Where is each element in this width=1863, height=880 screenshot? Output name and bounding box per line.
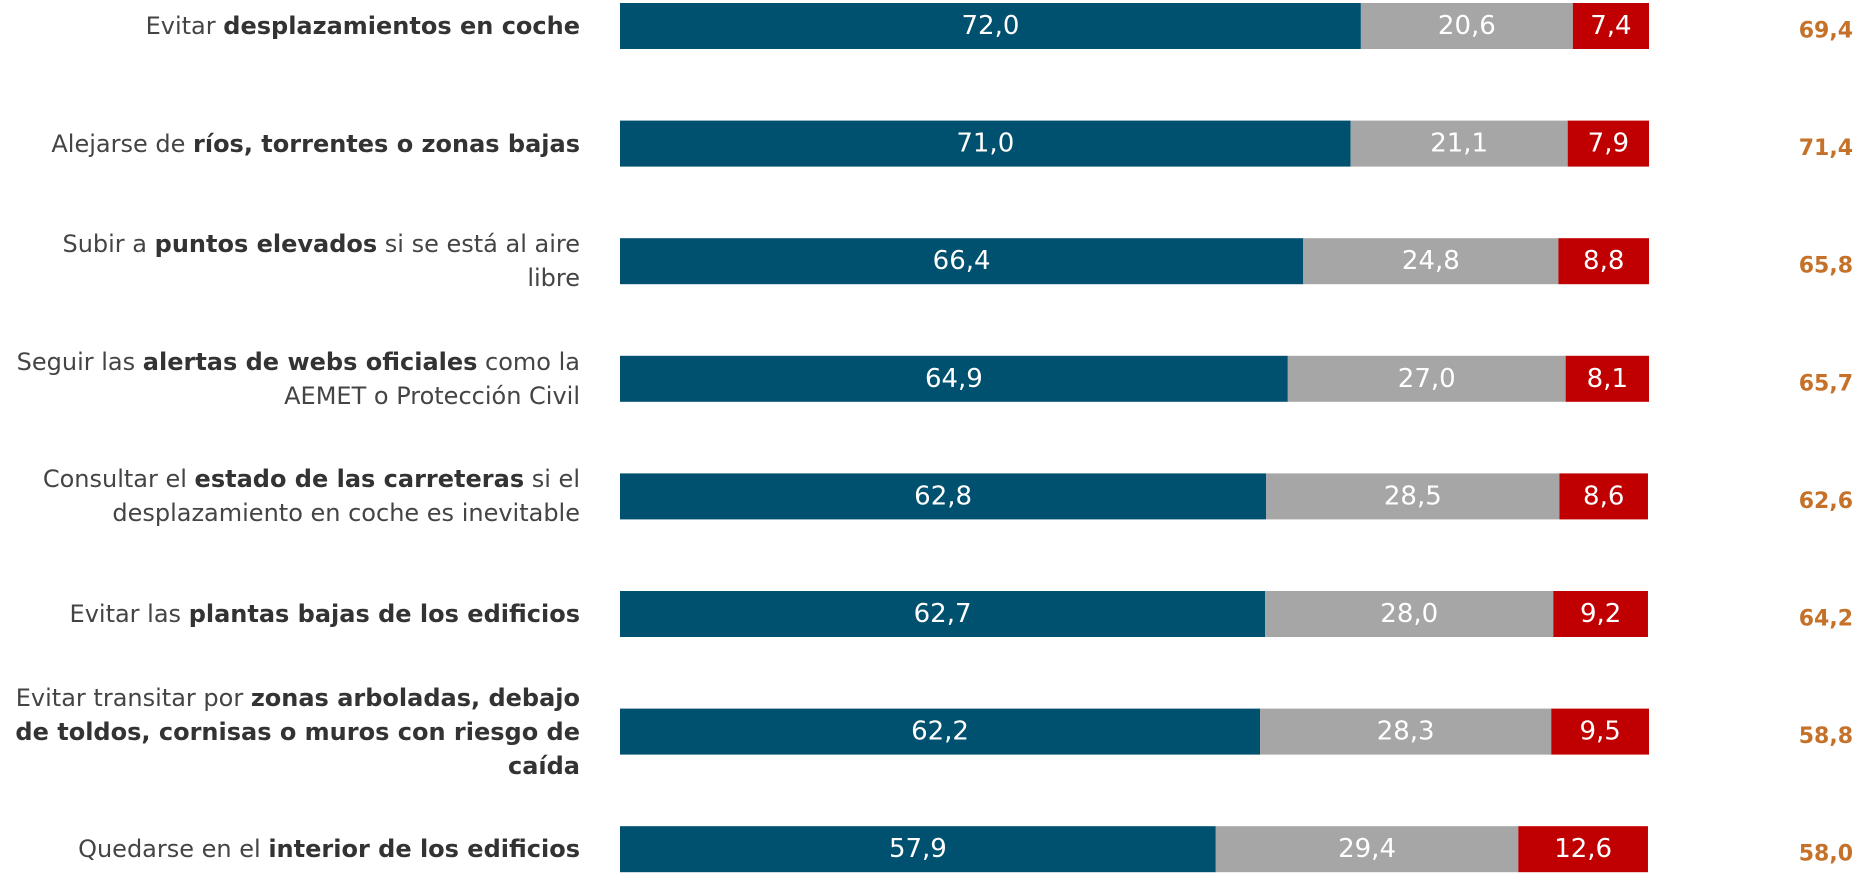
category-label: Consultar el estado de las carreteras si… <box>8 441 580 551</box>
category-part: Quedarse en el <box>78 835 269 864</box>
value-label: 62,7 <box>914 599 972 629</box>
category-part: Seguir las <box>16 347 143 376</box>
bar-segment <box>620 3 1361 49</box>
category-part: si el desplazamiento en coche es inevita… <box>112 465 580 528</box>
bar-segment <box>1551 708 1649 755</box>
bar-segment <box>1572 3 1649 49</box>
bar-segment <box>1215 826 1519 873</box>
category-bold: zonas arboladas, debajo de toldos, corni… <box>15 683 580 780</box>
category-part: Subir a <box>62 230 155 259</box>
value-label: 7,4 <box>1590 11 1631 41</box>
value-label: 29,4 <box>1338 834 1396 864</box>
category-part: Alejarse de <box>51 129 193 158</box>
category-label: Evitar desplazamientos en coche <box>8 0 580 81</box>
value-label: 9,2 <box>1580 599 1621 629</box>
value-label: 8,1 <box>1587 364 1628 394</box>
bar-segment <box>1565 355 1649 402</box>
value-label: 28,0 <box>1380 599 1438 629</box>
value-label: 27,0 <box>1398 364 1456 394</box>
value-label: 72,0 <box>961 11 1019 41</box>
bar-segment <box>1553 591 1648 637</box>
value-label: 28,5 <box>1384 481 1442 511</box>
category-label: Alejarse de ríos, torrentes o zonas baja… <box>8 89 580 199</box>
bar-segment <box>620 826 1216 873</box>
comparison-value: 58,0 <box>1799 842 1853 867</box>
bar-segment <box>620 355 1288 402</box>
category-label: Quedarse en el interior de los edificios <box>8 794 580 880</box>
bar-segment <box>620 591 1266 637</box>
bar-segment <box>1265 591 1554 637</box>
value-label: 24,8 <box>1402 246 1460 276</box>
value-label: 66,4 <box>933 246 991 276</box>
value-label: 21,1 <box>1430 129 1488 159</box>
category-label: Seguir las alertas de webs oficiales com… <box>8 324 580 434</box>
bar-segment <box>620 708 1261 755</box>
category-text: Quedarse en el interior de los edificios <box>8 832 580 866</box>
bar-segment <box>1266 473 1560 520</box>
value-label: 8,8 <box>1583 246 1624 276</box>
bar-segment <box>1287 355 1566 402</box>
category-label: Evitar las plantas bajas de los edificio… <box>8 559 580 669</box>
comparison-value: 65,8 <box>1799 254 1853 279</box>
value-label: 62,8 <box>914 481 972 511</box>
category-part: Evitar transitar por <box>15 683 251 712</box>
comparison-value: 58,8 <box>1799 724 1853 749</box>
category-part: Evitar <box>145 12 224 40</box>
category-text: Consultar el estado de las carreteras si… <box>8 462 580 530</box>
category-bold: desplazamientos en coche <box>223 12 580 40</box>
category-text: Alejarse de ríos, torrentes o zonas baja… <box>8 127 580 161</box>
value-label: 71,0 <box>956 129 1014 159</box>
category-part: Evitar las <box>69 600 189 628</box>
bar-segment <box>620 120 1351 167</box>
bar-segment <box>1360 3 1573 49</box>
category-part: Consultar el <box>42 465 195 494</box>
category-bold: ríos, torrentes o zonas bajas <box>193 129 580 158</box>
category-text: Seguir las alertas de webs oficiales com… <box>8 345 580 413</box>
category-part: si se está al aire libre <box>377 230 580 293</box>
bar-segment <box>1558 238 1649 285</box>
value-label: 64,9 <box>925 364 983 394</box>
value-label: 7,9 <box>1588 129 1629 159</box>
comparison-value: 65,7 <box>1799 371 1853 396</box>
category-text: Evitar las plantas bajas de los edificio… <box>8 597 580 631</box>
bar-segment <box>1260 708 1552 755</box>
comparison-value: 64,2 <box>1799 607 1853 632</box>
category-bold: puntos elevados <box>154 230 378 259</box>
value-label: 20,6 <box>1438 11 1496 41</box>
comparison-value: 62,6 <box>1799 489 1853 514</box>
value-label: 62,2 <box>911 717 969 747</box>
bar-segment <box>1559 473 1648 520</box>
category-bold: interior de los edificios <box>268 835 580 864</box>
category-label: Evitar transitar por zonas arboladas, de… <box>8 677 580 787</box>
category-bold: estado de las carreteras <box>194 465 525 494</box>
value-label: 57,9 <box>889 834 947 864</box>
category-bold: alertas de webs oficiales <box>142 347 478 376</box>
category-text: Evitar transitar por zonas arboladas, de… <box>8 681 580 783</box>
bar-segment <box>620 473 1267 520</box>
bar-segment <box>1350 120 1568 167</box>
category-text: Evitar desplazamientos en coche <box>8 9 580 43</box>
value-label: 8,6 <box>1583 481 1624 511</box>
bar-segment <box>1303 238 1559 285</box>
category-text: Subir a puntos elevados si se está al ai… <box>8 227 580 295</box>
value-label: 28,3 <box>1377 717 1435 747</box>
comparison-value: 69,4 <box>1799 19 1853 44</box>
value-label: 9,5 <box>1579 717 1620 747</box>
bar-segment <box>620 238 1304 285</box>
comparison-value: 71,4 <box>1799 136 1853 161</box>
category-bold: plantas bajas de los edificios <box>188 600 580 628</box>
category-part: como la AEMET o Protección Civil <box>284 347 580 410</box>
bar-segment <box>1518 826 1648 873</box>
value-label: 12,6 <box>1554 834 1612 864</box>
category-label: Subir a puntos elevados si se está al ai… <box>8 206 580 316</box>
bar-segment <box>1567 120 1649 167</box>
